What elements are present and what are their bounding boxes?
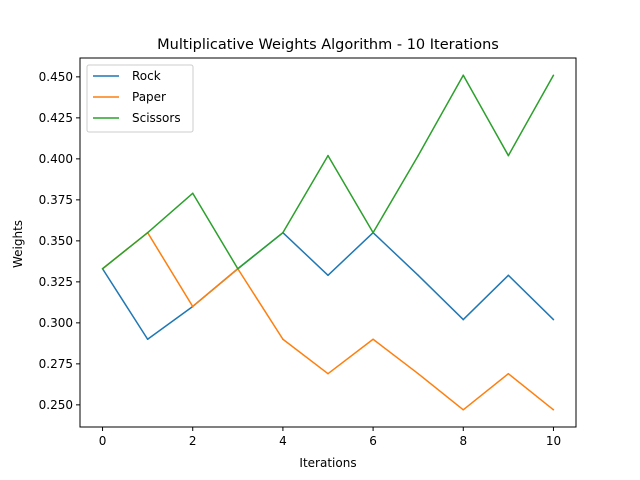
legend-label-paper: Paper [132, 90, 166, 104]
x-tick-label: 2 [189, 434, 197, 448]
legend-box [86, 64, 194, 133]
data-point-paper [507, 372, 510, 375]
data-point-rock [462, 318, 465, 321]
data-point-paper [327, 372, 329, 375]
y-axis-label: Weights [11, 220, 25, 268]
plot-frame [79, 57, 577, 428]
y-tick-label: 0.300 [39, 316, 73, 330]
data-point-scissors [327, 154, 329, 157]
data-point-rock [507, 274, 510, 277]
x-tick-label: 6 [369, 434, 377, 448]
data-point-scissors [507, 154, 510, 157]
legend: Rock Paper Scissors [86, 64, 194, 133]
x-tick-label: 0 [99, 434, 107, 448]
series-line-rock [101, 231, 554, 341]
y-tick-label: 0.425 [39, 111, 73, 125]
data-point-scissors [191, 192, 194, 195]
data-point-paper [282, 338, 284, 341]
x-axis-label: Iterations [299, 456, 356, 470]
legend-label-rock: Rock [132, 69, 161, 83]
data-point-rock [417, 274, 419, 277]
data-point-paper [372, 338, 374, 341]
y-tick-label: 0.275 [39, 357, 73, 371]
data-point-paper [417, 372, 419, 375]
data-point-scissors [237, 267, 239, 270]
data-point-rock [327, 274, 329, 277]
data-point-scissors [101, 267, 104, 270]
data-point-rock [146, 338, 149, 341]
y-tick-label: 0.325 [39, 275, 73, 289]
x-axis: 0 2 4 6 8 10 [99, 427, 561, 448]
y-tick-label: 0.350 [39, 234, 73, 248]
data-point-paper [191, 305, 194, 308]
legend-label-scissors: Scissors [132, 111, 181, 125]
series-lines [101, 74, 555, 411]
y-tick-label: 0.400 [39, 152, 73, 166]
series-line-paper [102, 231, 554, 411]
data-point-scissors [417, 154, 419, 157]
data-point-rock [552, 318, 555, 321]
x-tick-label: 10 [546, 434, 561, 448]
chart-title: Multiplicative Weights Algorithm - 10 It… [157, 37, 499, 53]
data-point-scissors [462, 74, 465, 76]
data-point-scissors [282, 231, 284, 234]
data-point-scissors [552, 74, 555, 76]
data-point-paper [462, 409, 465, 411]
y-tick-label: 0.250 [39, 398, 73, 412]
y-axis: 0.250 0.275 0.300 0.325 0.350 0.375 0.400 0.425… [39, 70, 80, 412]
y-tick-label: 0.450 [39, 70, 73, 84]
y-tick-label: 0.375 [39, 193, 73, 207]
data-point-paper [552, 409, 555, 411]
x-tick-label: 4 [279, 434, 287, 448]
data-point-scissors [372, 231, 374, 234]
x-tick-label: 8 [459, 434, 467, 448]
data-point-scissors [146, 231, 149, 234]
